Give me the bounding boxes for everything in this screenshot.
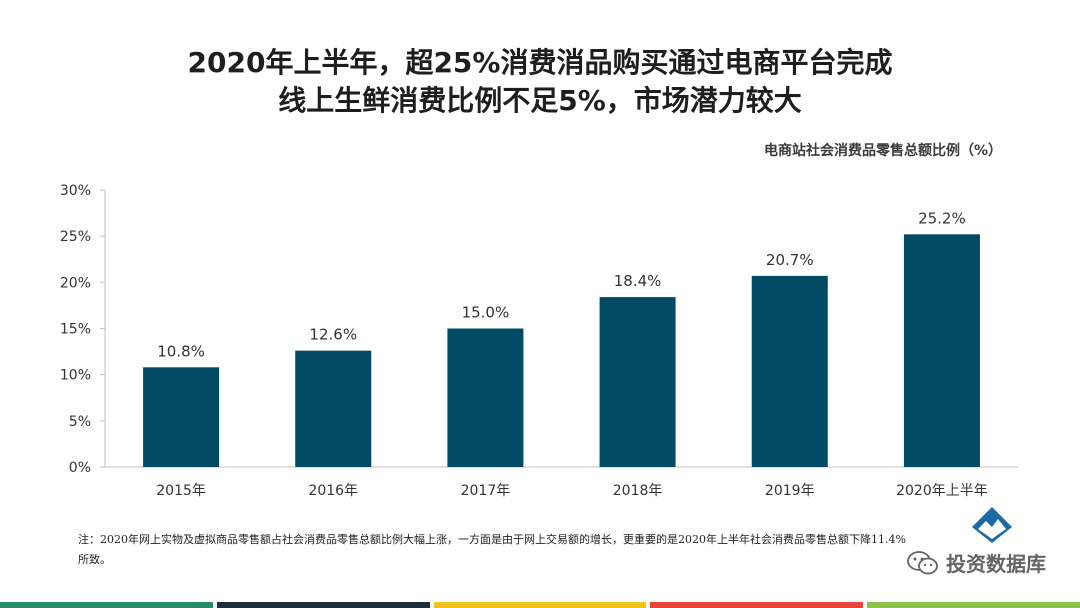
page-title: 2020年上半年，超25%消费消品购买通过电商平台完成 线上生鲜消费比例不足5%…	[0, 44, 1080, 120]
y-tick-label: 15%	[60, 322, 91, 338]
x-tick-label: 2020年上半年	[896, 483, 988, 499]
wechat-icon	[907, 550, 938, 574]
y-tick-label: 25%	[60, 229, 91, 245]
x-tick-label: 2018年	[613, 483, 663, 499]
footer-segment	[433, 602, 647, 608]
mountain-logo-icon	[972, 507, 1012, 543]
footer-segment	[0, 602, 213, 608]
data-label: 18.4%	[614, 272, 662, 290]
title-line-2: 线上生鲜消费比例不足5%，市场潜力较大	[278, 84, 802, 117]
footnote: 注：2020年网上实物及虚拟商品零售额占社会消费品零售总额比例大幅上涨，一方面是…	[78, 533, 906, 566]
x-tick-label: 2015年	[156, 483, 206, 499]
x-tick-label: 2016年	[308, 483, 358, 499]
title-line-1: 2020年上半年，超25%消费消品购买通过电商平台完成	[187, 46, 893, 79]
data-label: 15.0%	[462, 304, 510, 322]
bar	[903, 234, 980, 467]
bar	[143, 367, 220, 467]
data-label: 25.2%	[918, 209, 966, 227]
x-tick-label: 2017年	[461, 483, 511, 499]
y-tick-label: 5%	[69, 414, 91, 430]
footer-segment	[650, 602, 864, 608]
y-tick-label: 10%	[60, 368, 91, 384]
bar-chart: 0% 5% 10% 15% 20% 25% 30% 10.8% 2015年 12.6% 2016年 1…	[60, 183, 1018, 499]
data-label: 12.6%	[309, 326, 357, 344]
y-tick-label: 30%	[60, 183, 91, 199]
footer-color-bar	[0, 602, 1080, 608]
watermark-text: 投资数据库	[946, 552, 1046, 576]
bar	[295, 350, 372, 467]
chart-title: 电商站社会消费品零售总额比例（%）	[763, 143, 1002, 159]
bar	[599, 297, 676, 467]
footer-segment	[867, 602, 1080, 608]
bar	[751, 275, 828, 467]
footer-segment	[216, 602, 430, 608]
data-label: 10.8%	[157, 342, 205, 360]
watermark: 投资数据库	[906, 548, 1046, 577]
y-tick-label: 0%	[69, 460, 91, 476]
bar	[447, 328, 524, 467]
x-tick-label: 2019年	[765, 483, 815, 499]
data-label: 20.7%	[766, 251, 814, 269]
y-tick-label: 20%	[60, 275, 91, 291]
